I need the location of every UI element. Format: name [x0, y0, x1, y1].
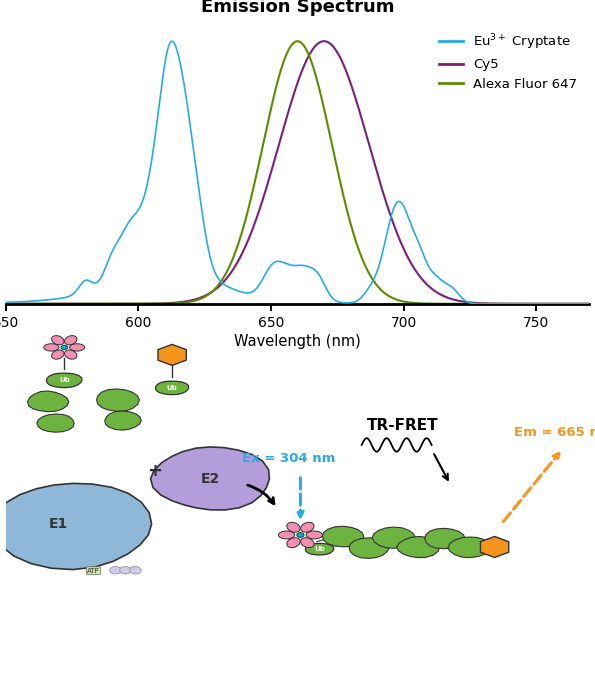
- Ellipse shape: [306, 531, 322, 539]
- Circle shape: [297, 532, 304, 537]
- Polygon shape: [96, 389, 139, 411]
- Ellipse shape: [300, 538, 314, 548]
- Circle shape: [109, 567, 121, 574]
- Polygon shape: [151, 447, 270, 510]
- Text: Ex = 304 nm: Ex = 304 nm: [242, 452, 336, 465]
- Text: Ub: Ub: [167, 385, 177, 391]
- Polygon shape: [27, 391, 69, 412]
- Polygon shape: [305, 543, 334, 555]
- Polygon shape: [480, 536, 509, 557]
- Ellipse shape: [70, 344, 84, 351]
- Polygon shape: [448, 537, 490, 558]
- Polygon shape: [105, 411, 141, 430]
- Polygon shape: [158, 345, 186, 365]
- X-axis label: Wavelength (nm): Wavelength (nm): [234, 334, 361, 349]
- Polygon shape: [322, 526, 364, 547]
- Polygon shape: [155, 381, 189, 394]
- Polygon shape: [46, 373, 82, 388]
- Circle shape: [61, 345, 68, 349]
- Text: Ub: Ub: [314, 546, 325, 553]
- Ellipse shape: [287, 522, 300, 532]
- Ellipse shape: [287, 538, 300, 548]
- Circle shape: [130, 567, 141, 574]
- Polygon shape: [37, 414, 74, 432]
- Polygon shape: [349, 538, 389, 559]
- Polygon shape: [397, 536, 440, 558]
- Circle shape: [120, 567, 131, 574]
- Ellipse shape: [52, 350, 64, 359]
- Text: TR-FRET: TR-FRET: [367, 418, 439, 433]
- Text: E2: E2: [201, 472, 220, 486]
- Title: Emission Spectrum: Emission Spectrum: [201, 0, 394, 16]
- Ellipse shape: [52, 336, 64, 345]
- Ellipse shape: [44, 344, 59, 351]
- Ellipse shape: [64, 336, 77, 345]
- Ellipse shape: [300, 522, 314, 532]
- Text: Em = 665 nm: Em = 665 nm: [513, 425, 595, 439]
- Ellipse shape: [64, 350, 77, 359]
- Text: +: +: [147, 462, 162, 481]
- Legend: Eu$^{3+}$ Cryptate, Cy5, Alexa Fluor 647: Eu$^{3+}$ Cryptate, Cy5, Alexa Fluor 647: [434, 27, 583, 96]
- Text: Ub: Ub: [59, 378, 70, 384]
- Polygon shape: [372, 527, 416, 548]
- Text: E1: E1: [49, 517, 68, 531]
- Text: ATP: ATP: [87, 567, 100, 573]
- Polygon shape: [0, 483, 152, 569]
- Polygon shape: [425, 528, 465, 548]
- Ellipse shape: [278, 531, 295, 539]
